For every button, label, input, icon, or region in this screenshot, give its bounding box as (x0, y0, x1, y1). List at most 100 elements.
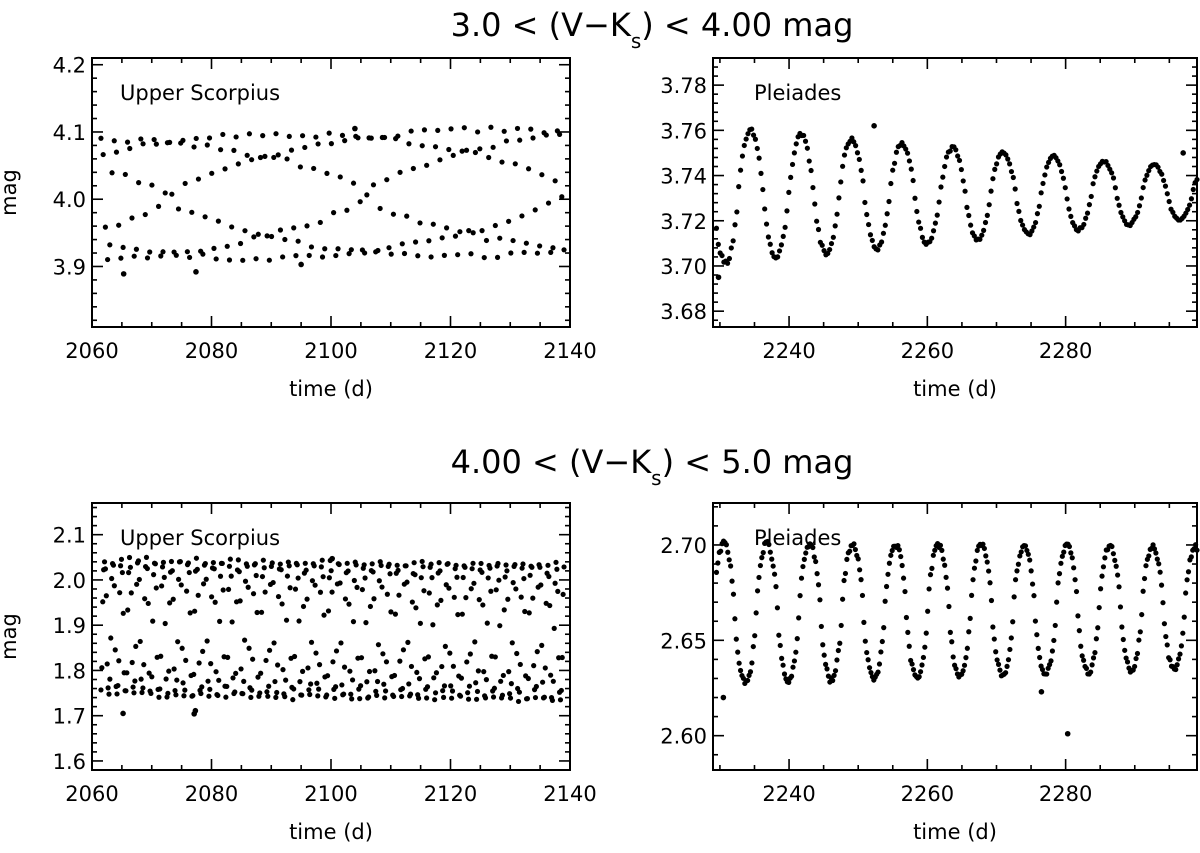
data-point (474, 688, 481, 695)
data-point (140, 685, 146, 691)
data-point (1003, 670, 1009, 676)
data-point (865, 657, 871, 663)
data-point (788, 673, 795, 679)
data-point (200, 581, 207, 587)
data-point (1058, 560, 1064, 566)
data-point (1031, 593, 1037, 599)
data-point (98, 135, 104, 141)
data-point (1186, 202, 1193, 208)
y-tick-label: 4.2 (53, 54, 86, 78)
data-point (824, 666, 830, 672)
data-point (1005, 156, 1011, 162)
data-point (529, 564, 535, 570)
data-point (100, 599, 106, 605)
data-point (421, 588, 427, 594)
x-tick-label: 2260 (901, 339, 954, 363)
data-point (914, 208, 920, 215)
y-tick-label: 4.1 (53, 121, 86, 145)
y-tick-label: 2.60 (660, 725, 707, 749)
data-point (139, 689, 145, 696)
data-point (510, 580, 516, 586)
data-point (146, 670, 152, 676)
data-point (715, 241, 721, 247)
data-point (199, 684, 205, 690)
data-point (1079, 653, 1085, 659)
data-point (557, 697, 564, 703)
data-point (548, 672, 554, 678)
data-point (410, 165, 416, 172)
data-point (554, 566, 560, 572)
data-point (532, 207, 538, 213)
data-point (375, 247, 381, 254)
data-point (386, 561, 392, 567)
data-points (713, 538, 1200, 737)
data-point (1164, 642, 1170, 648)
data-point (184, 588, 190, 594)
data-point (1060, 175, 1067, 181)
data-point (244, 563, 250, 569)
data-point (1011, 594, 1017, 600)
data-point (733, 636, 739, 642)
data-point (375, 642, 382, 648)
data-point (235, 161, 241, 167)
data-point (384, 177, 390, 183)
data-point (483, 237, 490, 244)
data-point (177, 558, 183, 565)
data-point (719, 252, 725, 259)
data-point (501, 128, 507, 134)
data-point (930, 228, 937, 234)
data-point (380, 651, 386, 657)
data-point (851, 541, 857, 547)
data-point (981, 545, 987, 552)
data-point (1153, 550, 1159, 556)
data-point (758, 170, 764, 176)
y-tick-label: 3.78 (660, 74, 707, 98)
data-point (1044, 164, 1050, 170)
data-point (1035, 645, 1041, 651)
y-tick-label: 2.1 (53, 524, 86, 548)
data-point (461, 125, 467, 131)
data-point (962, 188, 968, 194)
data-point (1059, 553, 1065, 559)
data-point (337, 580, 343, 586)
data-point (1110, 175, 1117, 181)
data-point (242, 637, 248, 643)
data-point (361, 562, 367, 568)
data-point (540, 679, 546, 685)
data-point (424, 684, 431, 690)
data-point (1122, 647, 1128, 653)
data-point (110, 562, 117, 568)
data-point (1088, 193, 1094, 200)
data-point (559, 654, 565, 661)
data-point (457, 229, 463, 235)
data-point (417, 220, 423, 226)
data-point (291, 653, 298, 660)
data-point (762, 206, 768, 212)
data-point (469, 566, 475, 572)
data-point (116, 222, 122, 228)
data-point (982, 219, 989, 226)
data-point (426, 238, 432, 244)
data-point (530, 595, 536, 601)
data-point (868, 669, 874, 676)
row-title-top-pre: 3.0 < (V−K (451, 6, 632, 44)
y-tick-label: 3.72 (660, 210, 707, 234)
data-point (947, 629, 953, 636)
data-point (229, 224, 235, 230)
data-point (278, 567, 284, 573)
data-point (144, 565, 150, 572)
data-point (922, 644, 928, 650)
data-point (308, 681, 314, 687)
data-point (165, 690, 171, 696)
data-point (382, 688, 389, 694)
data-point (1095, 625, 1101, 631)
data-point (1092, 650, 1098, 656)
y-tick-label: 4.0 (53, 188, 86, 212)
data-point (153, 585, 159, 591)
data-point (424, 162, 430, 168)
data-point (395, 133, 401, 139)
data-point (342, 138, 348, 144)
data-point (1025, 551, 1031, 557)
data-point (477, 146, 483, 152)
data-point (307, 691, 313, 698)
